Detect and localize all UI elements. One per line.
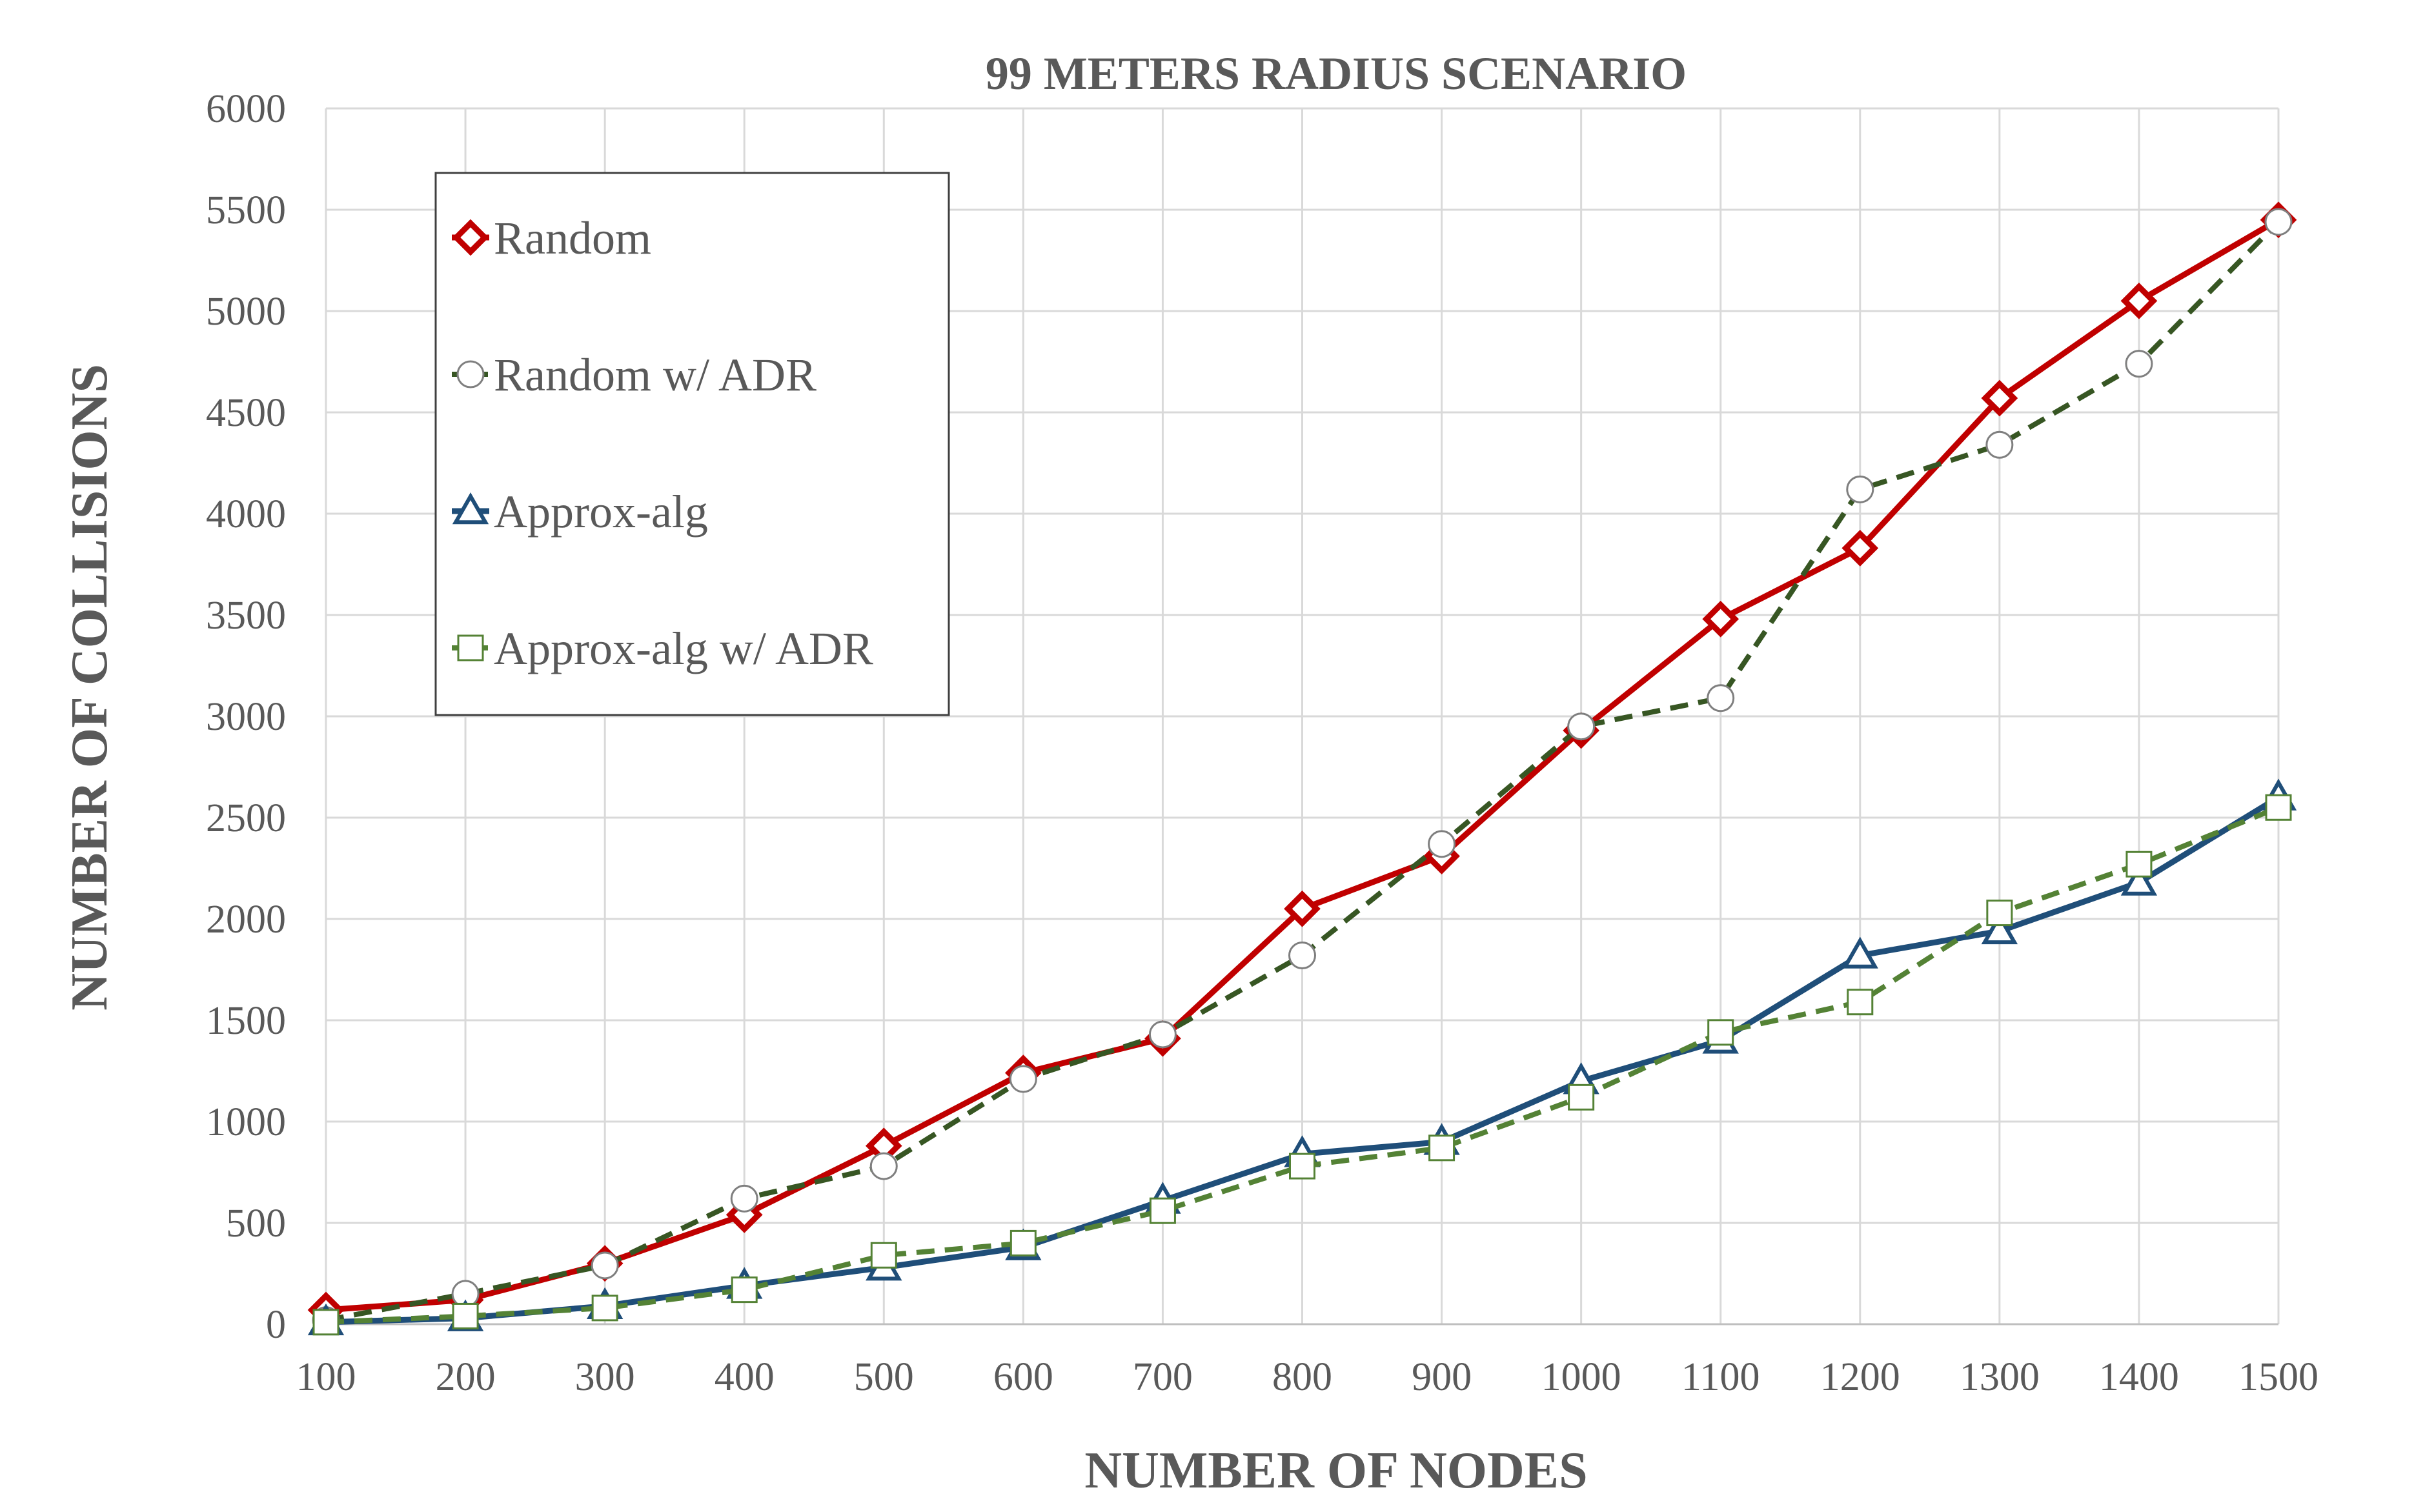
y-tick-label: 0 [266,1303,286,1347]
y-tick-label: 1500 [206,999,286,1043]
data-point [1702,600,1740,638]
data-point [591,1295,618,1322]
y-tick-label: 6000 [206,87,286,131]
data-point [1986,900,2013,927]
data-point [1985,430,2014,459]
y-tick-labels: 0 500 1000 1500 2000 2500 3000 3500 4000 4500 5000… [206,87,286,1347]
series-line [325,805,2280,1325]
data-point [591,1251,619,1280]
legend-item: Random w/ ADR [452,349,817,401]
data-point [730,1184,758,1213]
y-tick-label: 5000 [206,290,286,334]
x-axis-title: NUMBER OF NODES [1084,1442,1587,1499]
legend-marker [456,360,485,388]
data-point [2120,863,2158,896]
data-point [1568,1084,1595,1111]
data-point [1707,1019,1734,1046]
legend-marker [452,219,489,256]
x-tick-label: 600 [993,1355,1053,1399]
data-point [2264,208,2293,236]
y-tick-label: 3500 [206,594,286,638]
chart-title: 99 METERS RADIUS SCENARIO [986,48,1687,99]
data-point [2265,794,2292,821]
data-point [312,1309,340,1336]
data-point [2120,282,2158,319]
data-point [869,1152,898,1180]
data-point [2125,350,2153,378]
legend-item: Approx-alg [452,486,708,538]
data-point [731,1276,758,1304]
data-point [1148,1020,1177,1049]
x-tick-label: 1100 [1681,1355,1760,1399]
data-point [1981,912,2018,945]
x-tick-label: 400 [715,1355,775,1399]
series-random-w-adr [312,208,2293,1335]
legend-item: Random [452,212,651,264]
x-tick-label: 1200 [1820,1355,1900,1399]
data-point [1841,530,1879,567]
data-point [1841,936,1878,969]
data-point [1288,942,1316,970]
y-axis-title: NUMBER OF COLLISIONS [61,364,118,1011]
data-point [1289,1153,1315,1180]
data-point [1846,475,1874,503]
data-point [1707,684,1735,712]
legend-label: Random [494,212,651,264]
y-tick-label: 2500 [206,796,286,840]
y-tick-label: 1000 [206,1100,286,1144]
y-tick-label: 3000 [206,695,286,739]
data-point [1567,712,1596,741]
data-point [1847,989,1874,1016]
data-point [870,1242,897,1269]
x-tick-label: 1000 [1541,1355,1621,1399]
x-tick-labels: 100 200 300 400 500 600 700 800 900 1000 1100 1200 1… [296,1355,2319,1399]
data-point [1428,830,1456,858]
y-tick-label: 5500 [206,188,286,232]
data-point [1009,1229,1037,1256]
x-tick-label: 1400 [2099,1355,2179,1399]
y-tick-label: 4500 [206,391,286,435]
legend-marker [457,634,484,661]
data-point [1981,379,2018,417]
data-point [2125,851,2153,878]
series [307,201,2297,1336]
x-tick-label: 300 [575,1355,635,1399]
data-point [452,1302,479,1329]
x-tick-label: 800 [1272,1355,1332,1399]
legend-marker [452,492,489,525]
y-tick-label: 2000 [206,898,286,942]
legend-box [434,172,950,716]
x-tick-label: 500 [854,1355,914,1399]
series-approx-alg-w-adr [312,794,2292,1336]
y-tick-label: 500 [226,1202,286,1245]
x-tick-label: 700 [1133,1355,1193,1399]
legend-label: Approx-alg [494,486,708,538]
legend-label: Random w/ ADR [494,349,817,401]
legend-item: Approx-alg w/ ADR [452,623,873,674]
legend: Random Random w/ ADR Approx-alg Approx-alg … [434,172,950,716]
x-tick-label: 1500 [2238,1355,2318,1399]
data-point [1009,1065,1037,1093]
data-point [1149,1197,1176,1224]
x-tick-label: 200 [436,1355,496,1399]
legend-label: Approx-alg w/ ADR [494,623,873,674]
data-point [1284,890,1321,927]
x-tick-label: 100 [296,1355,356,1399]
data-point [1428,1134,1456,1162]
x-tick-label: 1300 [1960,1355,2040,1399]
x-tick-label: 900 [1412,1355,1472,1399]
y-tick-label: 4000 [206,492,286,536]
